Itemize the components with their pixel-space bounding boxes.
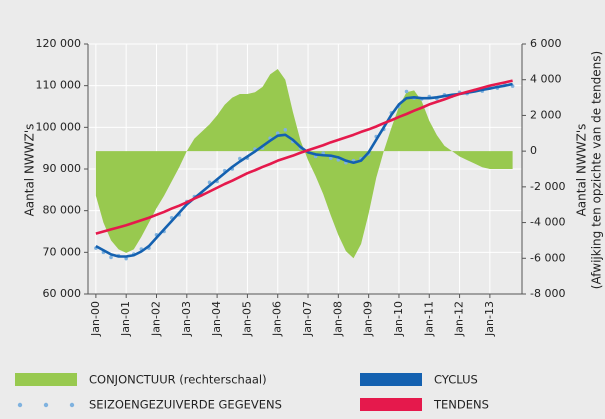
x-tick-label: Jan-07 [301, 301, 314, 337]
legend-swatch [69, 402, 75, 408]
y2-tick-label: 4 000 [530, 73, 562, 86]
y2-tick-label: 0 [530, 144, 537, 157]
line [95, 79, 513, 235]
x-tick-label: Jan-06 [271, 301, 284, 337]
x-tick-label: Jan-01 [119, 301, 132, 337]
legend-swatch [17, 402, 23, 408]
y-tick-label: 100 000 [36, 120, 82, 133]
legend-swatch [15, 373, 77, 386]
legend-label: TENDENS [433, 398, 489, 412]
x-tick-label: Jan-00 [89, 301, 102, 337]
data-point [207, 180, 212, 185]
area [95, 69, 513, 259]
y-tick-label: 80 000 [43, 204, 82, 217]
x-tick-label: Jan-12 [453, 301, 466, 337]
y2-tick-label: -8 000 [530, 287, 565, 300]
data-point [404, 89, 409, 94]
y-tick-label: 110 000 [36, 79, 82, 92]
x-tick-label: Jan-13 [483, 301, 496, 337]
y2-tick-label: 2 000 [530, 108, 562, 121]
x-tick-label: Jan-11 [422, 301, 435, 337]
y-tick-label: 90 000 [43, 162, 82, 175]
x-tick-label: Jan-04 [210, 301, 223, 337]
x-tick-label: Jan-08 [331, 301, 344, 337]
data-point [328, 156, 333, 160]
y2-tick-label: 6 000 [530, 37, 562, 50]
y-tick-label: 60 000 [43, 287, 82, 300]
x-tick-label: Jan-05 [240, 301, 253, 337]
data-point [109, 255, 113, 260]
legend-swatch [43, 402, 49, 408]
legend-swatch [360, 398, 422, 411]
legend-label: CYCLUS [434, 373, 478, 387]
y2-tick-label: -2 000 [530, 180, 565, 193]
legend-label: CONJONCTUUR (rechterschaal) [89, 373, 267, 387]
y2-tick-label: -6 000 [530, 251, 565, 264]
y-tick-label: 120 000 [36, 37, 82, 50]
data-point [275, 131, 280, 135]
y2-axis-label: Aantal NWWZ's [575, 124, 589, 217]
y2-tick-label: -4 000 [530, 216, 565, 229]
legend-label: SEIZOENGEZUIVERDE GEGEVENS [89, 398, 282, 412]
x-tick-label: Jan-09 [362, 301, 375, 337]
x-tick-label: Jan-03 [180, 301, 193, 337]
y-tick-label: 70 000 [43, 245, 82, 258]
x-tick-label: Jan-02 [149, 301, 162, 337]
data-point [283, 128, 288, 132]
y2-axis-label: (Afwijking ten opzichte van de tendens) [590, 51, 604, 289]
y-axis-label: Aantal NWWZ's [23, 124, 37, 217]
line [95, 82, 513, 258]
x-tick-label: Jan-10 [392, 301, 405, 337]
legend-swatch [360, 373, 422, 386]
